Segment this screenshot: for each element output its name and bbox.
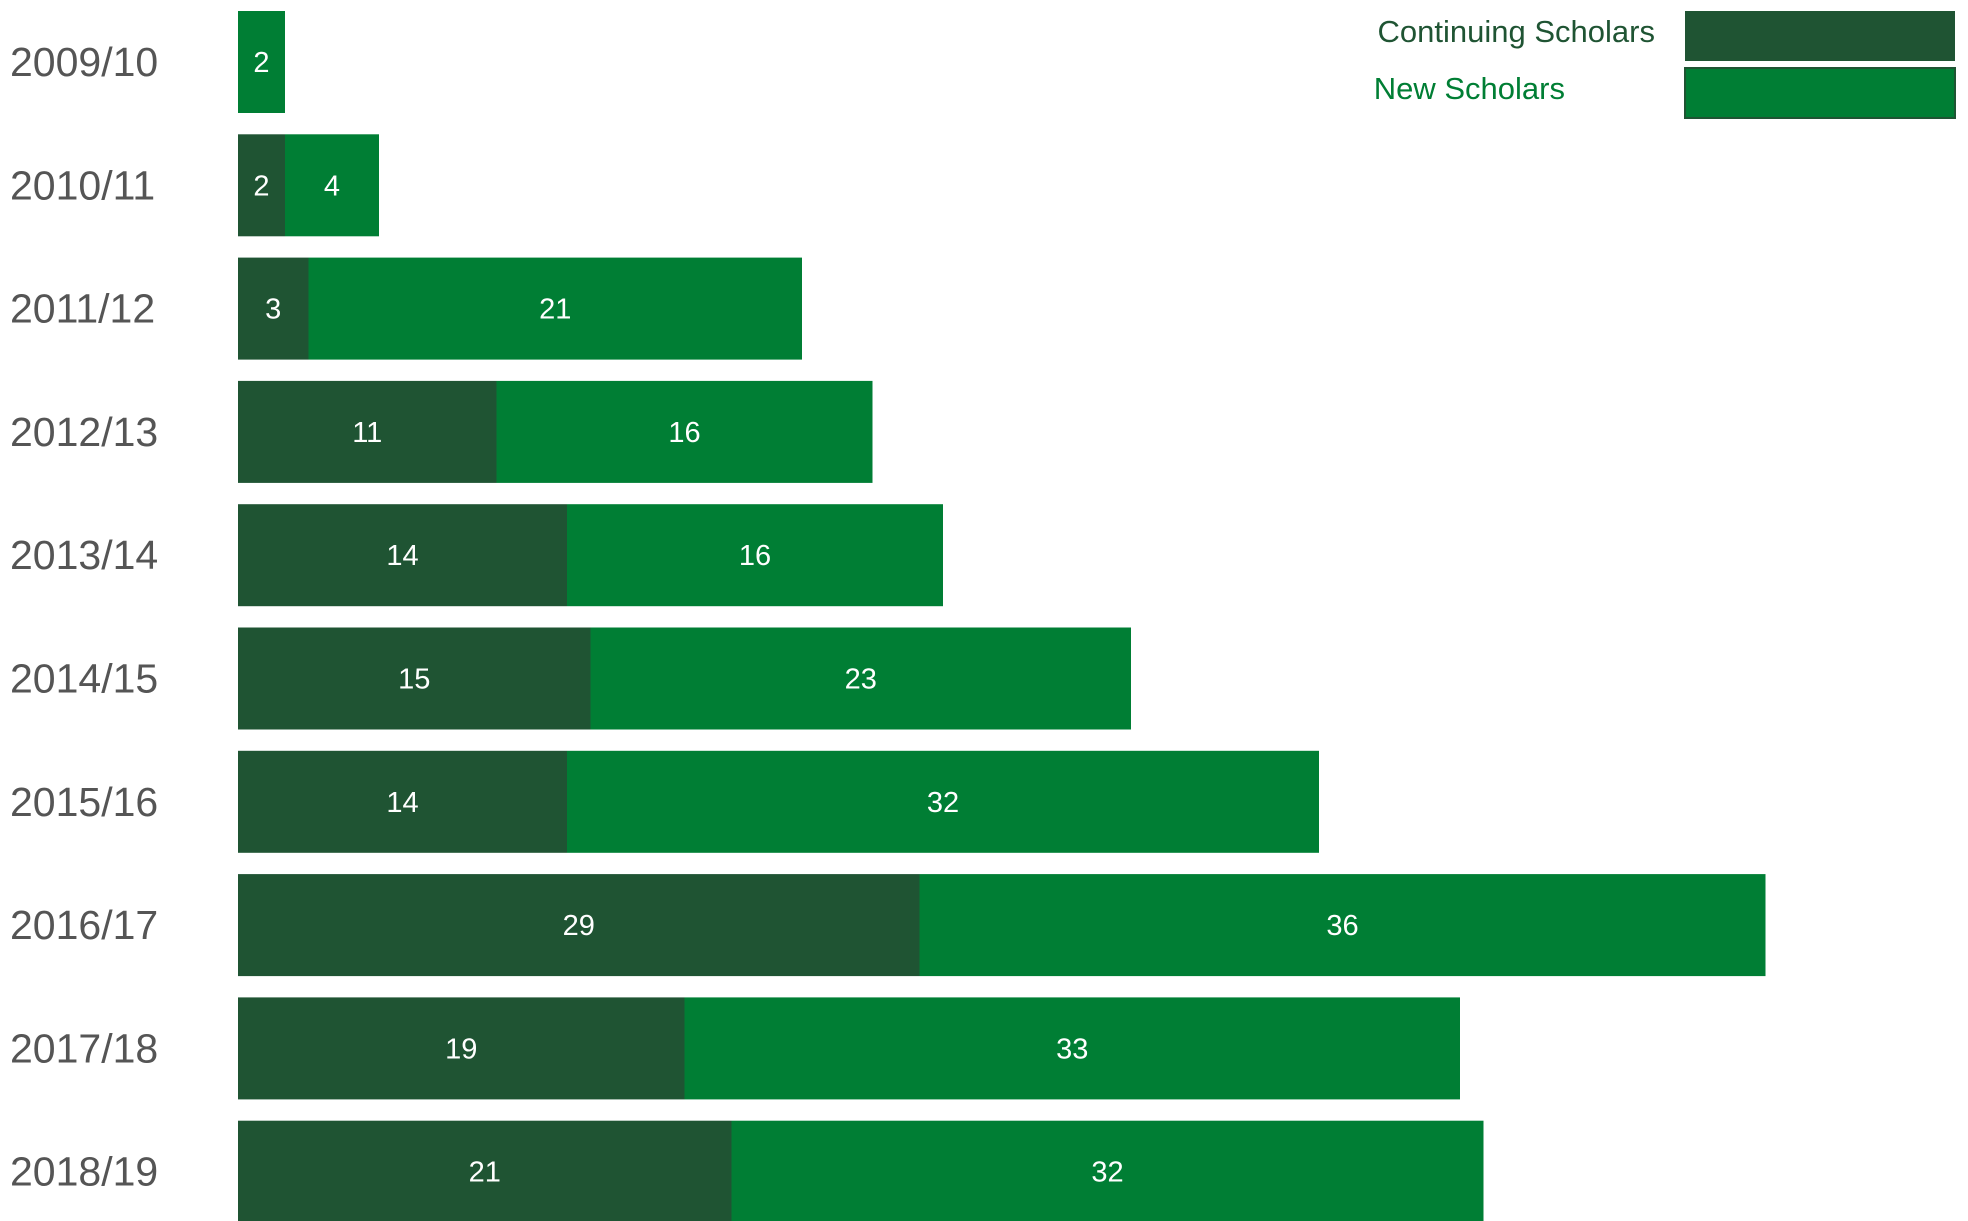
data-label: 11 [352,417,382,449]
data-label: 3 [265,294,281,326]
data-label: 21 [539,294,571,326]
bar-new-scholars [567,504,943,607]
bar-continuing-scholars [238,750,567,853]
category-label: 2012/13 [10,409,158,455]
data-label: 2 [253,170,269,202]
bar-continuing-scholars [238,874,920,977]
bar-new-scholars [567,750,1319,853]
bar-continuing-scholars [238,627,591,730]
data-label: 36 [1326,910,1358,942]
category-label: 2016/17 [10,902,158,948]
data-label: 16 [739,540,771,572]
bar-new-scholars [684,997,1460,1100]
data-label: 23 [845,664,877,696]
legend-swatch-new [1684,67,1956,119]
category-label: 2010/11 [10,162,155,208]
bar-new-scholars [496,380,873,483]
data-label: 16 [668,417,700,449]
legend: Continuing Scholars New Scholars [1374,11,1956,119]
category-label: 2013/14 [10,532,158,578]
category-label: 2009/10 [10,39,158,85]
bar-continuing-scholars [238,380,497,483]
bar-new-scholars [731,1120,1484,1221]
legend-label-new: New Scholars [1374,71,1565,106]
category-label: 2017/18 [10,1025,158,1071]
data-label: 15 [398,664,430,696]
bar-continuing-scholars [238,257,309,360]
data-label: 2 [253,47,269,79]
data-label: 14 [386,540,418,572]
bar-new-scholars [590,627,1131,730]
data-label: 19 [445,1033,477,1065]
legend-swatch-continuing [1685,11,1955,61]
data-label: 33 [1056,1033,1088,1065]
legend-label-continuing: Continuing Scholars [1378,14,1655,49]
bar-continuing-scholars [238,997,685,1100]
bar-new-scholars [285,134,379,237]
data-label: 14 [386,787,418,819]
category-label: 2014/15 [10,656,158,702]
data-label: 4 [324,170,340,202]
bar-continuing-scholars [238,1120,732,1221]
bar-new-scholars [238,11,285,113]
category-label: 2011/12 [10,286,155,332]
bar-continuing-scholars [238,134,285,237]
bar-new-scholars [308,257,802,360]
bar-new-scholars [919,874,1766,977]
category-label: 2018/19 [10,1149,158,1195]
bars-layer: 2 2 4 3 21 11 16 14 16 15 23 14 32 29 36 19 33 21 32 [238,11,1766,1221]
category-labels: 2009/10 2010/11 2011/12 2012/13 2013/14 2014/… [10,39,158,1195]
data-label: 21 [469,1157,501,1189]
data-label: 32 [927,787,959,819]
data-label: 29 [563,910,595,942]
data-label: 32 [1091,1157,1123,1189]
category-label: 2015/16 [10,779,158,825]
bar-continuing-scholars [238,504,567,607]
